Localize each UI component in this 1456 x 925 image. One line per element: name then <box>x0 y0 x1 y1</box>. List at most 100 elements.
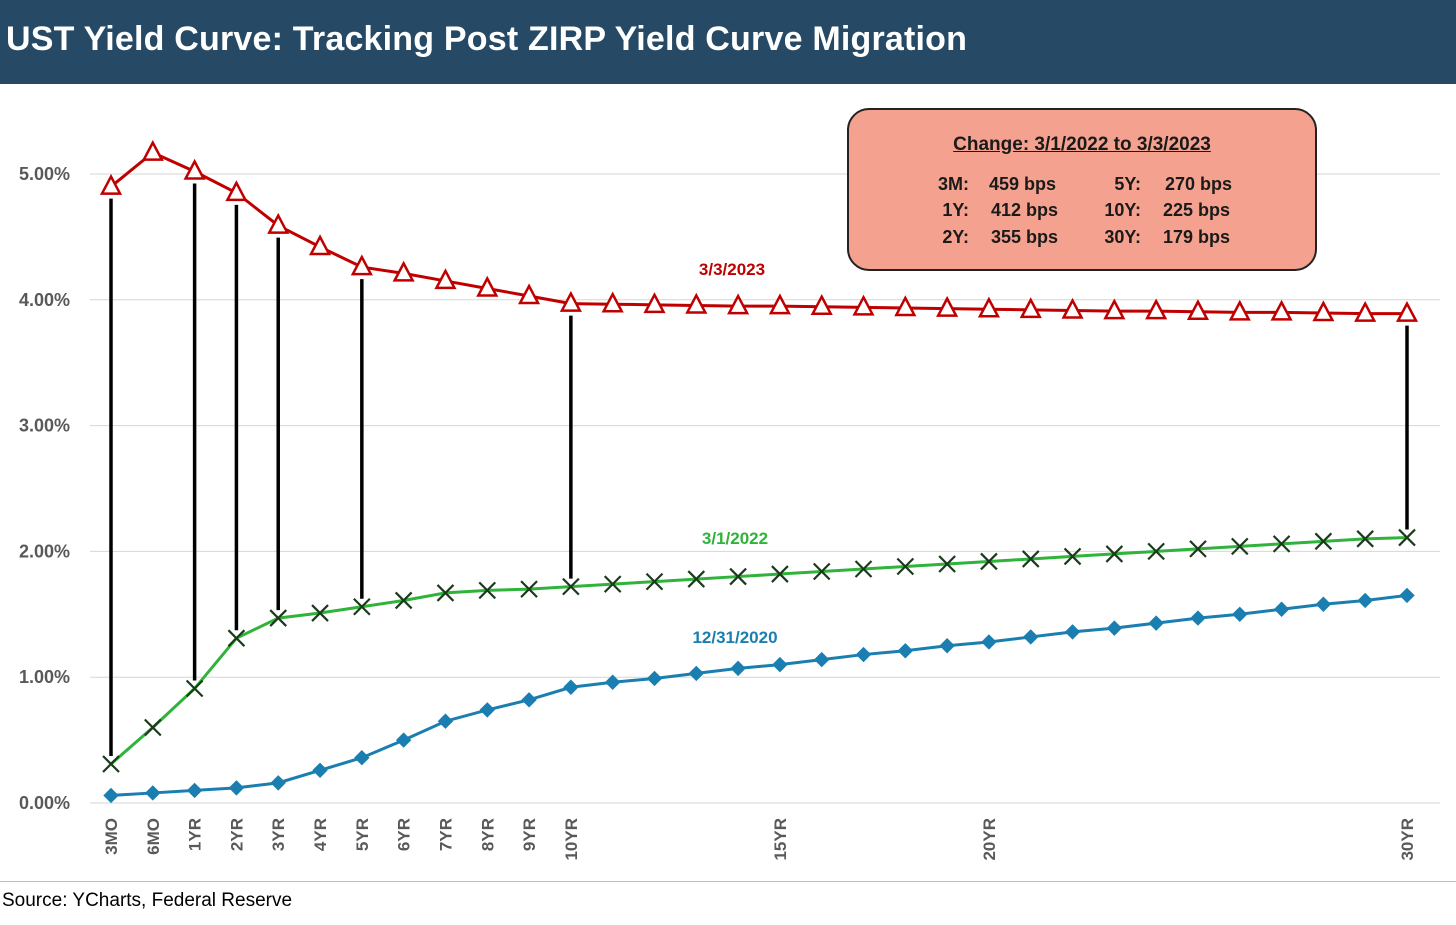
x-axis-tick-labels: 3MO 6MO 1YR 2YR 3YR 4YR 5YR 6YR 7YR 8YR 9YR 10YR 15Y… <box>102 818 1417 861</box>
data-point <box>436 584 455 602</box>
data-point <box>99 173 123 195</box>
data-point-stroke <box>269 609 288 627</box>
y-tick-label: 3.00% <box>19 416 70 436</box>
yield-curve-chart: 0.00% 1.00% 2.00% 3.00% 4.00% 5.00% 3MO 6MO 1YR… <box>19 139 1440 861</box>
data-point <box>267 212 290 234</box>
data-point-stroke <box>812 562 831 581</box>
data-point-stroke <box>687 570 706 588</box>
x-tick-label: 6MO <box>144 818 163 855</box>
series-labels: 3/3/2023 3/1/2022 12/31/2020 <box>692 260 777 647</box>
data-point <box>897 643 914 659</box>
data-point <box>1356 530 1374 548</box>
data-point <box>1106 620 1123 636</box>
x-tick-label: 9YR <box>520 818 539 851</box>
data-point <box>812 562 831 581</box>
x-tick-label: 1YR <box>186 818 205 851</box>
change-summary-title: Change: 3/1/2022 to 3/3/2023 <box>953 134 1211 155</box>
y-axis-tick-labels: 0.00% 1.00% 2.00% 3.00% 4.00% 5.00% <box>19 164 70 813</box>
data-point <box>936 295 959 317</box>
data-point <box>1021 550 1040 568</box>
title-bar: UST Yield Curve: Tracking Post ZIRP Yiel… <box>0 0 1456 84</box>
series-markers <box>99 139 1419 804</box>
data-point-stroke <box>854 560 873 578</box>
x-tick-label: 3MO <box>102 818 121 855</box>
data-point-stroke <box>227 629 246 647</box>
x-tick-label: 4YR <box>311 818 330 851</box>
data-point <box>270 775 286 791</box>
data-point <box>603 575 622 593</box>
x-tick-label: 20YR <box>980 818 999 861</box>
data-point <box>354 750 370 766</box>
data-point <box>643 292 666 314</box>
data-point <box>854 560 873 578</box>
series-line <box>110 593 1408 797</box>
data-point <box>1023 629 1039 645</box>
data-point <box>311 604 329 622</box>
data-point <box>563 679 579 695</box>
x-tick-label: 15YR <box>771 818 790 861</box>
data-point-stroke <box>603 575 622 593</box>
data-point-stroke <box>185 679 204 698</box>
series-line <box>110 536 1408 766</box>
change-value: 179 bps <box>1163 227 1231 247</box>
data-point <box>102 755 120 773</box>
data-point-stroke <box>562 577 580 596</box>
data-point <box>771 565 789 583</box>
change-row: 3M: 459 bps 5Y: 270 bps <box>849 174 1315 198</box>
y-tick-label: 0.00% <box>19 793 70 813</box>
data-point <box>350 254 373 276</box>
change-row: 2Y: 355 bps 30Y: 179 bps <box>849 227 1315 251</box>
data-point <box>269 609 288 627</box>
data-point <box>1228 299 1251 321</box>
data-point <box>604 674 621 690</box>
data-point <box>183 158 206 180</box>
data-point <box>476 275 499 297</box>
data-point <box>1399 587 1415 604</box>
data-point <box>308 234 332 256</box>
change-term: 2Y: <box>942 227 969 247</box>
data-point <box>896 557 915 576</box>
change-summary-box: Change: 3/1/2022 to 3/3/2023 3M: 459 bps… <box>847 108 1317 271</box>
data-point-stroke <box>1147 542 1165 561</box>
data-point-stroke <box>938 555 956 573</box>
data-point-stroke <box>1314 532 1333 551</box>
data-point <box>228 780 245 796</box>
change-value: 270 bps <box>1165 174 1233 194</box>
data-point-stroke <box>1272 535 1291 553</box>
change-value: 225 bps <box>1163 200 1231 220</box>
change-value: 459 bps <box>989 174 1057 194</box>
data-point <box>1270 299 1293 321</box>
y-tick-label: 2.00% <box>19 541 70 561</box>
data-point-stroke <box>394 591 413 610</box>
data-point <box>395 732 412 748</box>
data-point-stroke <box>102 755 120 773</box>
footer-divider <box>0 881 1456 882</box>
data-point <box>1314 532 1333 551</box>
data-point <box>852 294 875 316</box>
data-point <box>1312 300 1335 322</box>
data-point-stroke <box>1230 537 1249 556</box>
data-point <box>478 581 497 600</box>
data-point <box>392 260 415 282</box>
data-point <box>1103 298 1126 320</box>
data-point <box>437 713 454 729</box>
data-point <box>103 787 119 804</box>
change-value: 355 bps <box>991 227 1059 247</box>
chart-title: UST Yield Curve: Tracking Post ZIRP Yiel… <box>6 20 968 58</box>
data-point <box>145 785 161 801</box>
data-point <box>1064 624 1081 640</box>
data-point-stroke <box>144 718 162 737</box>
data-point <box>601 291 624 313</box>
x-tick-label: 10YR <box>562 818 581 861</box>
data-point-stroke <box>1105 545 1124 563</box>
data-point <box>1190 610 1206 626</box>
data-point-stroke <box>771 565 789 583</box>
data-point-stroke <box>478 581 497 600</box>
data-point <box>1105 545 1124 563</box>
change-term: 30Y: <box>1104 227 1141 247</box>
x-tick-label: 30YR <box>1398 818 1417 861</box>
change-row: 1Y: 412 bps 10Y: 225 bps <box>849 200 1315 224</box>
data-point <box>1147 542 1165 561</box>
data-point-stroke <box>1021 550 1040 568</box>
data-point <box>1273 601 1290 617</box>
